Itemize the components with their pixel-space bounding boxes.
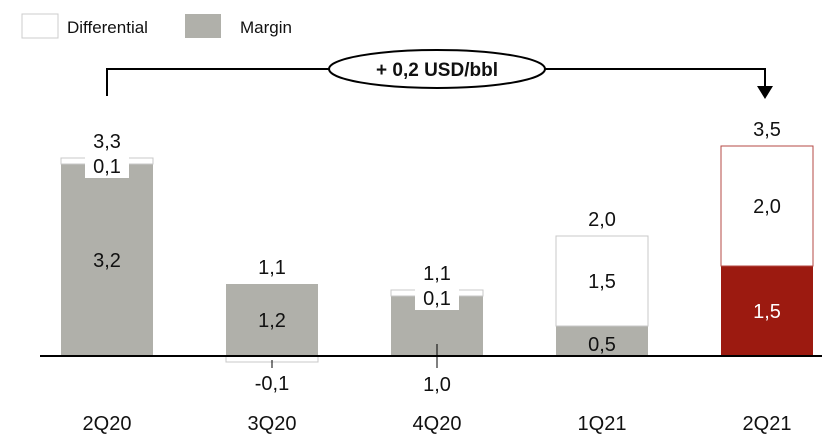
differential-bar-1Q21 — [555, 235, 649, 327]
callout-label: + 0,2 USD/bbl — [376, 60, 498, 81]
differential-value-label: 1,5 — [588, 271, 616, 293]
margin-value-label: 3,2 — [93, 250, 121, 272]
differential-label-plate — [415, 288, 459, 310]
legend-swatch-margin — [185, 14, 221, 38]
callout-bracket-line — [106, 68, 766, 96]
legend-label-margin: Margin — [240, 18, 292, 37]
differential-bar-2Q21 — [720, 145, 814, 267]
differential-value-label: -0,1 — [255, 373, 289, 395]
callout-arrowhead — [757, 86, 773, 99]
x-tick-label: 3Q20 — [248, 413, 297, 435]
total-label: 2,0 — [588, 209, 616, 231]
total-label: 1,1 — [258, 257, 286, 279]
change-callout: + 0,2 USD/bbl — [106, 49, 773, 99]
margin-value-label: 0,5 — [588, 334, 616, 356]
total-label: 3,5 — [753, 119, 781, 141]
margin-bar-3Q20 — [226, 284, 318, 356]
margin-value-label: 1,5 — [753, 301, 781, 323]
margin-value-label: 1,0 — [423, 374, 451, 396]
x-tick-label: 2Q21 — [743, 413, 792, 435]
differential-value-label: 2,0 — [753, 196, 781, 218]
legend-label-differential: Differential — [67, 18, 148, 37]
legend-swatch-differential — [21, 13, 59, 39]
differential-value-label: 0,1 — [423, 288, 451, 310]
legend: Differential Margin — [21, 13, 292, 39]
differential-label-plate — [85, 156, 129, 178]
labels-layer: 2Q20 3,3 3,2 0,1 3Q20 1,1 1,2 -0,1 4Q20 1,1 1,0 0,1… — [83, 119, 792, 435]
total-label: 1,1 — [423, 263, 451, 285]
callout-ellipse — [328, 49, 546, 89]
bars-layer — [60, 145, 814, 363]
margin-bar-2Q20 — [61, 164, 153, 356]
x-tick-label: 1Q21 — [578, 413, 627, 435]
margin-bar-2Q21 — [721, 266, 813, 356]
margin-bar-1Q21 — [556, 326, 648, 356]
x-tick-label: 2Q20 — [83, 413, 132, 435]
margin-value-label: 1,2 — [258, 310, 286, 332]
total-label: 3,3 — [93, 131, 121, 153]
differential-value-label: 0,1 — [93, 156, 121, 178]
x-tick-label: 4Q20 — [413, 413, 462, 435]
